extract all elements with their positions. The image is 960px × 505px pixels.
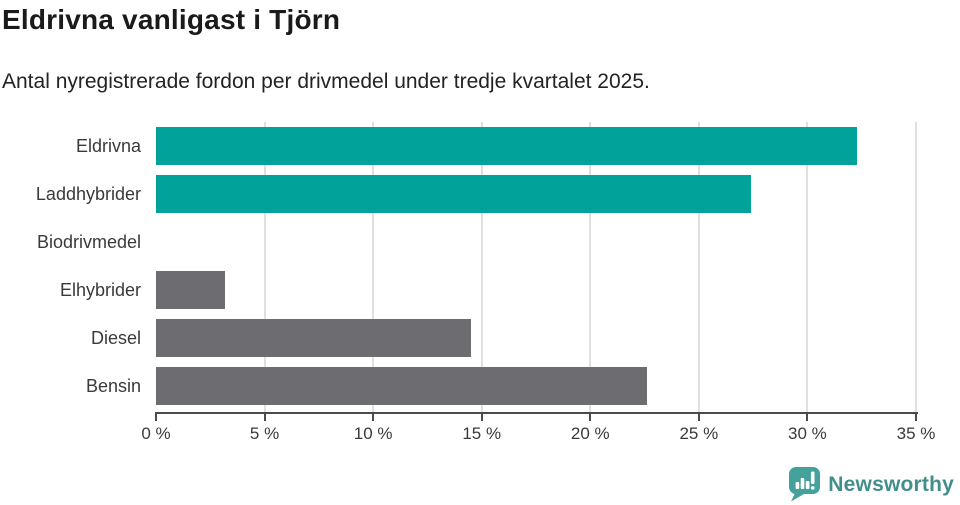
- x-tick-label-0: 0 %: [141, 424, 171, 443]
- x-tick-25: [697, 414, 700, 421]
- x-tick-label-15: 15 %: [462, 424, 502, 443]
- category-label-diesel: Diesel: [90, 327, 141, 348]
- x-tick-30: [806, 414, 809, 421]
- chart-subtitle: Antal nyregistrerade fordon per drivmede…: [2, 70, 650, 93]
- x-tick-15: [480, 414, 483, 421]
- gridline-5: [263, 122, 266, 412]
- bar-row-bensin: [156, 362, 916, 410]
- bar-laddhybrider: [156, 175, 751, 213]
- bar-elhybrider: [156, 271, 226, 309]
- x-tick-0: [155, 414, 157, 421]
- x-tick-label-5: 5 %: [249, 424, 280, 443]
- gridline-30: [806, 122, 809, 412]
- x-tick-label-10: 10 %: [353, 424, 393, 443]
- gridline-15: [480, 122, 483, 412]
- x-tick-label-25: 25 %: [679, 424, 719, 443]
- x-axis-line: [155, 412, 918, 414]
- bar-row-diesel: [156, 314, 916, 362]
- x-tick-label-20: 20 %: [570, 424, 610, 443]
- bar-row-eldrivna: [156, 122, 916, 170]
- x-tick-label-30: 30 %: [788, 424, 827, 443]
- x-tick-35: [915, 414, 917, 421]
- bar-diesel: [156, 319, 471, 357]
- bar-bensin: [156, 367, 647, 405]
- bar-row-laddhybrider: [156, 170, 916, 218]
- category-label-biodrivmedel: Biodrivmedel: [36, 231, 141, 252]
- x-tick-20: [589, 414, 592, 421]
- brand-name: Newsworthy: [828, 472, 954, 496]
- gridline-10: [372, 122, 375, 412]
- newsworthy-logo-icon: [789, 467, 821, 502]
- gridline-35: [915, 122, 917, 412]
- category-label-elhybrider: Elhybrider: [59, 279, 141, 300]
- bar-eldrivna: [156, 127, 858, 165]
- bar-row-biodrivmedel: [156, 218, 916, 266]
- x-tick-label-35: 35 %: [896, 424, 936, 443]
- chart-title: Eldrivna vanligast i Tjörn: [2, 4, 341, 35]
- brand-footer: Newsworthy: [789, 467, 954, 502]
- gridline-20: [589, 122, 592, 412]
- category-label-laddhybrider: Laddhybrider: [35, 183, 141, 204]
- x-tick-5: [263, 414, 266, 421]
- category-label-eldrivna: Eldrivna: [75, 135, 141, 156]
- x-tick-10: [372, 414, 375, 421]
- gridline-25: [697, 122, 700, 412]
- plot-area: [156, 122, 917, 412]
- category-label-bensin: Bensin: [85, 375, 141, 396]
- bar-row-elhybrider: [156, 266, 916, 314]
